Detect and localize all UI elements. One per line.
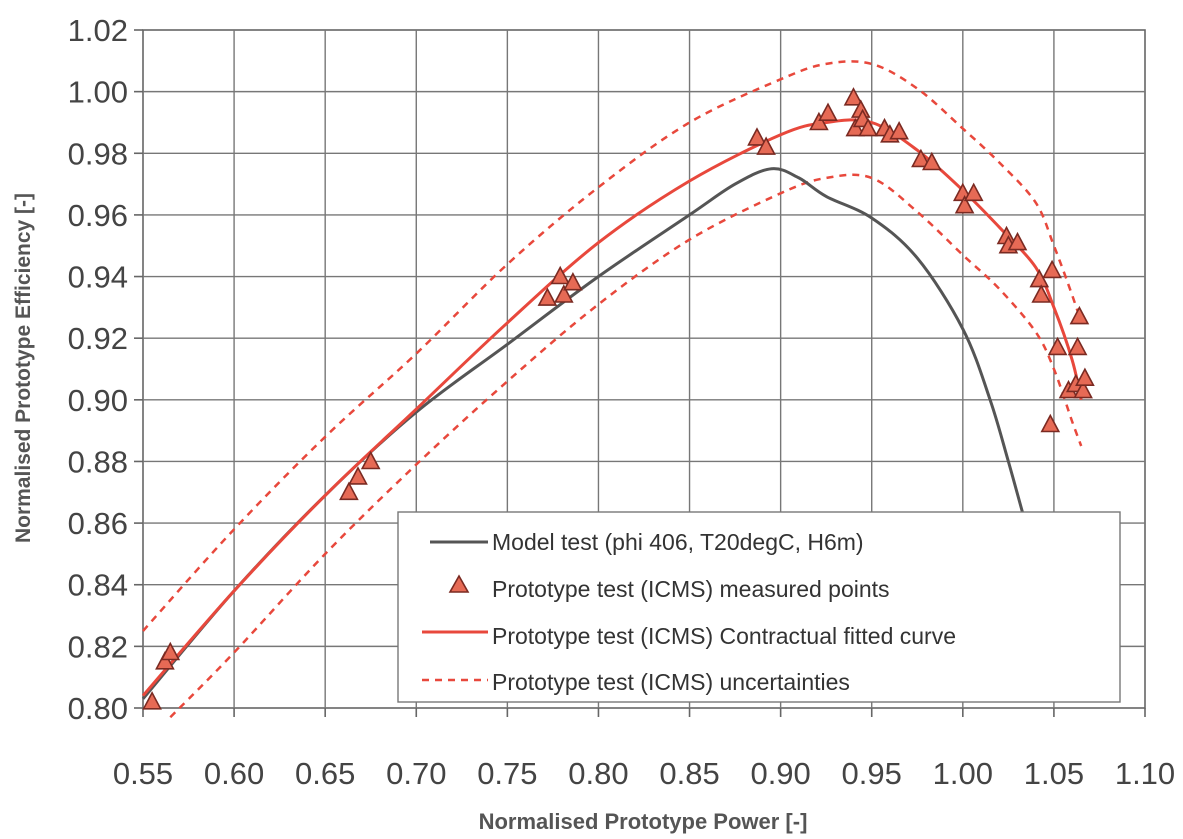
measured-point-marker — [360, 450, 381, 470]
y-tick-label: 0.90 — [68, 383, 128, 418]
y-tick-label: 0.82 — [68, 629, 128, 664]
uncertainty-upper-line — [142, 60, 1083, 632]
y-tick-label: 0.80 — [68, 691, 128, 726]
measured-point-marker — [889, 120, 909, 140]
measured-point-marker — [954, 194, 975, 214]
measured-point-marker — [843, 87, 864, 106]
legend-label-model: Model test (phi 406, T20degC, H6m) — [492, 529, 864, 555]
measured-point-marker — [1067, 336, 1088, 356]
legend-label-fitted: Prototype test (ICMS) Contractual fitted… — [492, 623, 956, 649]
measured-point-marker — [858, 117, 878, 137]
measured-point-marker — [1047, 336, 1068, 356]
measured-point-marker — [563, 271, 583, 291]
x-tick-label: 0.85 — [659, 756, 719, 791]
measured-point-marker — [537, 287, 558, 306]
x-axis-title: Normalised Prototype Power [-] — [479, 809, 808, 834]
y-tick-label: 1.00 — [68, 75, 128, 110]
measured-point-marker — [553, 284, 574, 303]
legend-box — [397, 511, 1121, 703]
x-tick-label: 0.90 — [750, 756, 810, 791]
measured-point-marker — [160, 641, 181, 661]
plot-frame — [142, 29, 1146, 709]
series-layer — [141, 60, 1095, 719]
y-tick-label: 0.88 — [68, 444, 128, 479]
measured-point-marker — [818, 102, 838, 121]
measured-point-marker — [747, 127, 767, 146]
x-tick-label: 0.65 — [295, 756, 355, 791]
tick-layer: 0.55 0.60 0.65 0.70 0.75 0.80 0.85 0.90 0.95 1.00… — [68, 13, 1176, 791]
x-tick-label: 0.80 — [568, 756, 628, 791]
measured-point-marker — [963, 182, 984, 202]
x-tick-label: 1.00 — [933, 756, 993, 791]
x-tick-label: 1.05 — [1024, 756, 1084, 791]
measured-point-marker — [911, 148, 931, 168]
measured-point-marker — [348, 466, 368, 485]
legend: Model test (phi 406, T20degC, H6m) Proto… — [397, 511, 1121, 703]
measured-point-marker — [1007, 231, 1028, 251]
measured-point-marker — [845, 117, 866, 137]
y-tick-label: 0.86 — [68, 506, 128, 541]
measured-point-marker — [809, 111, 829, 131]
x-tick-label: 1.10 — [1115, 756, 1175, 791]
measured-point-marker — [1069, 305, 1090, 325]
legend-label-uncertainties: Prototype test (ICMS) uncertainties — [492, 669, 850, 695]
x-tick-label: 0.75 — [477, 756, 537, 791]
y-tick-label: 0.92 — [68, 321, 128, 356]
x-tick-label: 0.95 — [842, 756, 902, 791]
x-tick-label: 0.70 — [386, 756, 446, 791]
measured-point-marker — [1042, 259, 1062, 279]
legend-label-measured: Prototype test (ICMS) measured points — [492, 576, 890, 602]
measured-point-marker — [1029, 268, 1050, 288]
legend-swatch-measured — [448, 574, 470, 593]
y-tick-label: 0.96 — [68, 198, 128, 233]
x-tick-label: 0.60 — [204, 756, 264, 791]
measured-point-marker — [1040, 413, 1061, 433]
measured-point-marker — [1073, 379, 1093, 399]
y-tick-label: 1.02 — [68, 13, 128, 48]
measured-point-marker — [155, 651, 175, 670]
uncertainty-lower-line — [169, 173, 1083, 719]
y-tick-label: 0.94 — [68, 260, 128, 295]
measured-point-marker — [550, 265, 571, 285]
measured-point-marker — [142, 691, 162, 710]
y-tick-label: 0.98 — [68, 136, 128, 171]
y-tick-label: 0.84 — [68, 568, 128, 603]
measured-point-marker — [1031, 284, 1052, 303]
measured-point-marker — [1075, 367, 1095, 387]
measured-point-marker — [921, 151, 942, 171]
y-axis-title: Normalised Prototype Efficiency [-] — [12, 193, 35, 543]
measured-point-marker — [756, 136, 776, 155]
measured-point-marker — [339, 481, 359, 501]
x-tick-label: 0.55 — [113, 756, 173, 791]
